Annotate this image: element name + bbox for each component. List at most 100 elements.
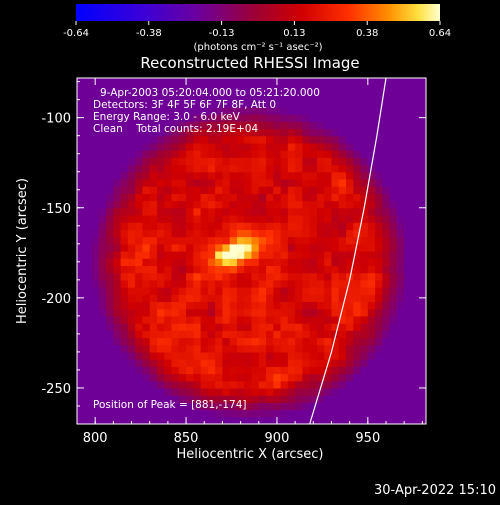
heatmap-cell: [135, 308, 144, 317]
heatmap-cell: [266, 287, 274, 295]
heatmap-cell: [222, 229, 231, 238]
heatmap-cell: [200, 171, 209, 180]
heatmap-cell: [193, 85, 202, 94]
heatmap-cell: [222, 128, 231, 137]
heatmap-cell: [295, 315, 303, 324]
heatmap-cell: [193, 272, 202, 281]
heatmap-cell: [302, 142, 311, 151]
heatmap-cell: [418, 236, 426, 245]
heatmap-cell: [127, 85, 136, 94]
heatmap-cell: [411, 114, 420, 122]
heatmap-cell: [287, 200, 296, 209]
heatmap-cell: [215, 99, 224, 108]
heatmap-cell: [171, 128, 180, 137]
heatmap-cell: [186, 308, 194, 317]
heatmap-cell: [171, 150, 180, 158]
heatmap-cell: [389, 229, 398, 238]
heatmap-cell: [106, 308, 114, 317]
heatmap-cell: [251, 373, 260, 382]
heatmap-cell: [207, 373, 216, 382]
heatmap-cell: [411, 236, 420, 245]
heatmap-cell: [171, 279, 180, 288]
heatmap-cell: [200, 337, 209, 346]
heatmap-cell: [156, 315, 165, 324]
heatmap-cell: [207, 258, 216, 267]
heatmap-cell: [149, 243, 158, 252]
heatmap-cell: [418, 178, 426, 187]
heatmap-cell: [156, 344, 165, 353]
heatmap-cell: [251, 272, 260, 281]
heatmap-cell: [142, 186, 151, 194]
heatmap-cell: [106, 279, 114, 288]
heatmap-cell: [338, 114, 347, 122]
heatmap-cell: [91, 92, 100, 101]
heatmap-cell: [142, 344, 151, 353]
heatmap-cell: [186, 178, 194, 187]
heatmap-cell: [346, 157, 354, 166]
heatmap-cell: [200, 258, 209, 267]
heatmap-cell: [266, 114, 274, 122]
heatmap-cell: [135, 366, 144, 375]
heatmap-cell: [178, 287, 187, 295]
heatmap-cell: [324, 330, 333, 339]
heatmap-cell: [404, 402, 413, 411]
heatmap-cell: [418, 157, 426, 166]
heatmap-cell: [120, 236, 129, 245]
heatmap-cell: [135, 294, 144, 303]
heatmap-cell: [135, 222, 144, 230]
heatmap-cell: [84, 351, 93, 360]
heatmap-cell: [411, 193, 420, 202]
heatmap-cell: [280, 251, 289, 259]
heatmap-cell: [302, 214, 311, 223]
heatmap-cell: [98, 395, 107, 403]
heatmap-cell: [266, 272, 274, 281]
heatmap-cell: [389, 251, 398, 259]
heatmap-cell: [113, 222, 122, 230]
heatmap-cell: [106, 351, 114, 360]
heatmap-cell: [77, 279, 85, 288]
heatmap-cell: [156, 359, 165, 367]
heatmap-cell: [404, 409, 413, 418]
heatmap-cell: [113, 214, 122, 223]
heatmap-cell: [360, 214, 369, 223]
heatmap-cell: [302, 373, 311, 382]
heatmap-cell: [156, 128, 165, 137]
heatmap-cell: [404, 330, 413, 339]
heatmap-cell: [273, 330, 282, 339]
heatmap-cell: [164, 85, 173, 94]
heatmap-cell: [251, 402, 260, 411]
heatmap-cell: [404, 186, 413, 194]
heatmap-cell: [171, 207, 180, 216]
heatmap-cell: [360, 222, 369, 230]
heatmap-cell: [360, 229, 369, 238]
heatmap-cell: [244, 142, 253, 151]
heatmap-cell: [98, 128, 107, 137]
heatmap-cell: [244, 330, 253, 339]
heatmap-cell: [186, 92, 194, 101]
heatmap-cell: [127, 373, 136, 382]
heatmap-cell: [171, 272, 180, 281]
heatmap-cell: [309, 142, 318, 151]
heatmap-cell: [127, 150, 136, 158]
heatmap-cell: [222, 308, 231, 317]
heatmap-cell: [149, 315, 158, 324]
heatmap-cell: [244, 323, 253, 331]
heatmap-cell: [91, 380, 100, 389]
heatmap-cell: [164, 359, 173, 367]
heatmap-cell: [396, 344, 405, 353]
heatmap-cell: [106, 178, 114, 187]
heatmap-cell: [106, 330, 114, 339]
heatmap-cell: [302, 121, 311, 130]
heatmap-cell: [142, 251, 151, 259]
heatmap-cell: [142, 171, 151, 180]
heatmap-cell: [389, 164, 398, 173]
heatmap-cell: [215, 380, 224, 389]
heatmap-cell: [120, 121, 129, 130]
heatmap-cell: [200, 99, 209, 108]
heatmap-cell: [127, 279, 136, 288]
heatmap-cell: [106, 315, 114, 324]
heatmap-cell: [331, 157, 340, 166]
heatmap-cell: [411, 157, 420, 166]
heatmap-cell: [295, 207, 303, 216]
